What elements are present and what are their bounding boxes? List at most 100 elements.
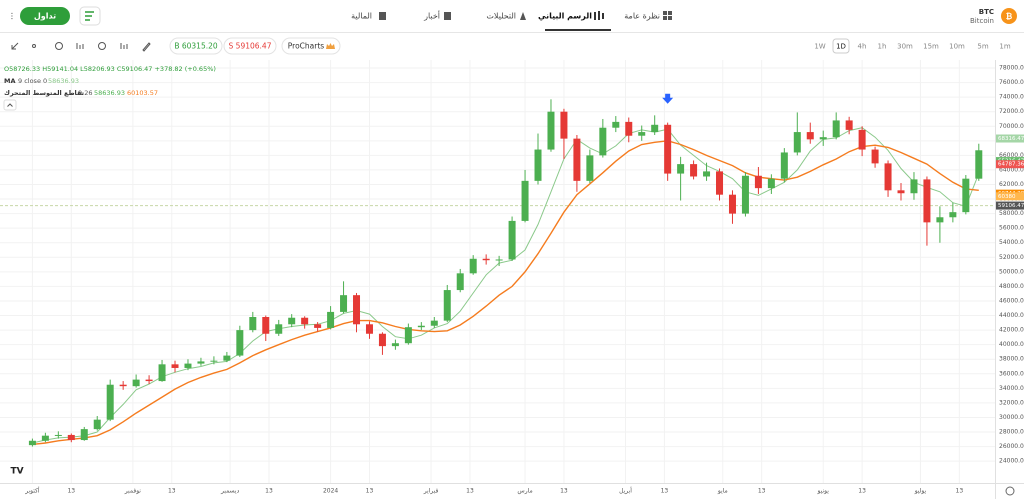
menu-dots[interactable]: ⋮ [8, 12, 16, 21]
candle-body [625, 121, 633, 136]
watchlist-icon [85, 11, 94, 21]
tool-icon[interactable] [55, 42, 63, 50]
y-tick-label: 38000.00 [999, 356, 1024, 363]
candle-body [664, 124, 672, 174]
x-tick-label: 13 [67, 488, 75, 495]
tab[interactable]: المالية [351, 12, 372, 21]
tool-icon[interactable] [142, 42, 151, 52]
x-tick-label: مارس [517, 488, 532, 495]
candle-body [599, 127, 607, 156]
y-tick-label: 28000.00 [999, 429, 1024, 436]
candle-body [262, 317, 270, 334]
timeframe[interactable]: 15m [923, 43, 939, 51]
candle-body [54, 434, 62, 436]
collapse-icon [7, 103, 13, 107]
timeframe[interactable]: 1D [836, 43, 846, 51]
symbol-name: Bitcoin [970, 17, 994, 25]
candle-body [67, 434, 75, 441]
x-tick-label: نوفمبر [124, 488, 142, 495]
tool-icon[interactable] [32, 44, 36, 48]
timeframe[interactable]: 4h [858, 43, 867, 51]
collapse-legend[interactable] [3, 99, 17, 111]
y-tick-label: 66000.00 [999, 152, 1024, 159]
candle-body [80, 429, 88, 441]
settings-icon[interactable] [1005, 486, 1015, 496]
tv-logo-bg [8, 464, 26, 477]
candle-body [417, 325, 425, 328]
timeframe[interactable]: 10m [949, 43, 965, 51]
tool-icon[interactable] [120, 43, 128, 49]
plot: 24000.00 26000.00 28000.00 30000.00 32000.00… [0, 60, 1024, 499]
candle-body [741, 175, 749, 214]
candle-body [845, 120, 853, 130]
candle-body [754, 175, 762, 189]
candle-body [703, 171, 711, 177]
symbol: BTC [979, 8, 994, 16]
candle-body [962, 178, 970, 213]
moving-average [32, 127, 980, 444]
candle-body [728, 194, 736, 214]
x-tick-label: أبريل [619, 487, 632, 495]
candle-body [391, 343, 399, 347]
tab[interactable]: أخبار [423, 11, 440, 21]
ohlc-legend: O58726.33 H59141.04 L58206.93 C59106.47 … [4, 65, 216, 73]
price-tag-label: 64787.36 [998, 162, 1024, 168]
timeframe[interactable]: 30m [897, 43, 913, 51]
cross-legend-slow: 60103.57 [127, 89, 158, 97]
tab[interactable]: التحليلات [486, 12, 516, 21]
buy-price: B 60315.20 [174, 42, 218, 51]
x-tick-label: 13 [366, 488, 374, 495]
candle-body [884, 163, 892, 191]
x-tick-label: يونيو [817, 488, 830, 495]
candle-body [806, 132, 814, 140]
candle-body [780, 152, 788, 179]
signal-arrow [662, 93, 674, 104]
procharts-pill[interactable] [281, 37, 341, 55]
tab[interactable]: نظرة عامة [624, 12, 660, 21]
y-tick-label: 72000.00 [999, 108, 1024, 115]
tool-icon[interactable] [76, 43, 84, 49]
candle-body [184, 363, 192, 368]
candle-body [41, 435, 49, 441]
timeframe[interactable]: 1h [878, 43, 887, 51]
tool-icon[interactable] [98, 42, 106, 50]
price-tag-label: 60380 [998, 194, 1016, 200]
crosshair-tag [996, 201, 1024, 210]
candle-body [923, 179, 931, 223]
x-tick-label: 2024 [323, 488, 338, 495]
y-tick-label: 26000.00 [999, 443, 1024, 450]
trade-button-label: تداول [34, 12, 56, 21]
candle-body [288, 317, 296, 325]
candle-body [249, 317, 257, 331]
candle-body [534, 149, 542, 181]
tab-active[interactable]: الرسم البياني [538, 12, 592, 21]
y-tick-label: 64000.00 [999, 166, 1024, 173]
ma-legend-name: MA [4, 77, 16, 85]
trade-button[interactable] [20, 7, 70, 25]
cross-legend-fast: 58636.93 [94, 89, 125, 97]
tool-icon[interactable] [11, 42, 19, 50]
candle-body [975, 150, 983, 179]
candle-body [327, 311, 335, 328]
y-tick-label: 54000.00 [999, 239, 1024, 246]
candle-body [158, 364, 166, 382]
timeframe-selected [832, 38, 850, 54]
candle-body [301, 317, 309, 325]
timeframe[interactable]: 5m [977, 43, 988, 51]
y-tick-label: 70000.00 [999, 123, 1024, 130]
y-tick-label: 76000.00 [999, 79, 1024, 86]
timeframe[interactable]: 1m [999, 43, 1010, 51]
candle-body [793, 132, 801, 153]
candle-body [443, 290, 451, 321]
cross-legend-params: 9 26 [78, 89, 92, 97]
timeframe[interactable]: 1W [814, 43, 825, 51]
crosshair-tag-label: 59106.47 [998, 203, 1024, 209]
y-tick-label: 48000.00 [999, 283, 1024, 290]
tab-icon [520, 12, 526, 20]
candle-body [275, 324, 283, 334]
y-tick-label: 24000.00 [999, 458, 1024, 465]
y-tick-label: 40000.00 [999, 341, 1024, 348]
candle-body [495, 259, 503, 261]
sell-pill[interactable] [223, 37, 277, 55]
buy-pill[interactable] [169, 37, 223, 55]
